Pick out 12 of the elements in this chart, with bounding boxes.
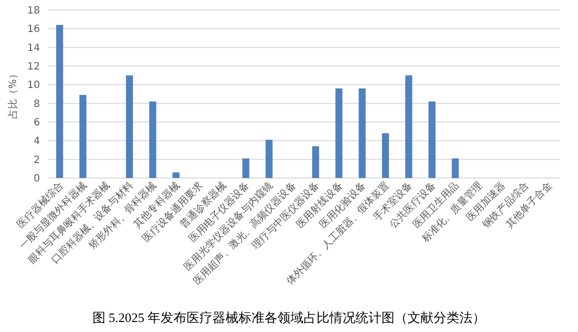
caption: 图 5.2025 年发布医疗器械标准各领域占比情况统计图（文献分类法） (92, 310, 486, 325)
y-tick-label: 0 (34, 174, 40, 184)
y-tick-label: 6 (34, 118, 40, 128)
y-tick-label: 12 (27, 62, 40, 72)
y-tick-label: 10 (27, 80, 40, 92)
y-tick-label: 18 (27, 6, 40, 16)
y-tick-label: 4 (34, 136, 40, 148)
y-tick-label: 16 (27, 24, 40, 36)
y-tick-label: 8 (34, 98, 40, 110)
y-axis-title: 占比（%） (7, 69, 19, 119)
y-tick-label: 14 (27, 42, 40, 54)
y-tick-label: 2 (34, 154, 40, 166)
